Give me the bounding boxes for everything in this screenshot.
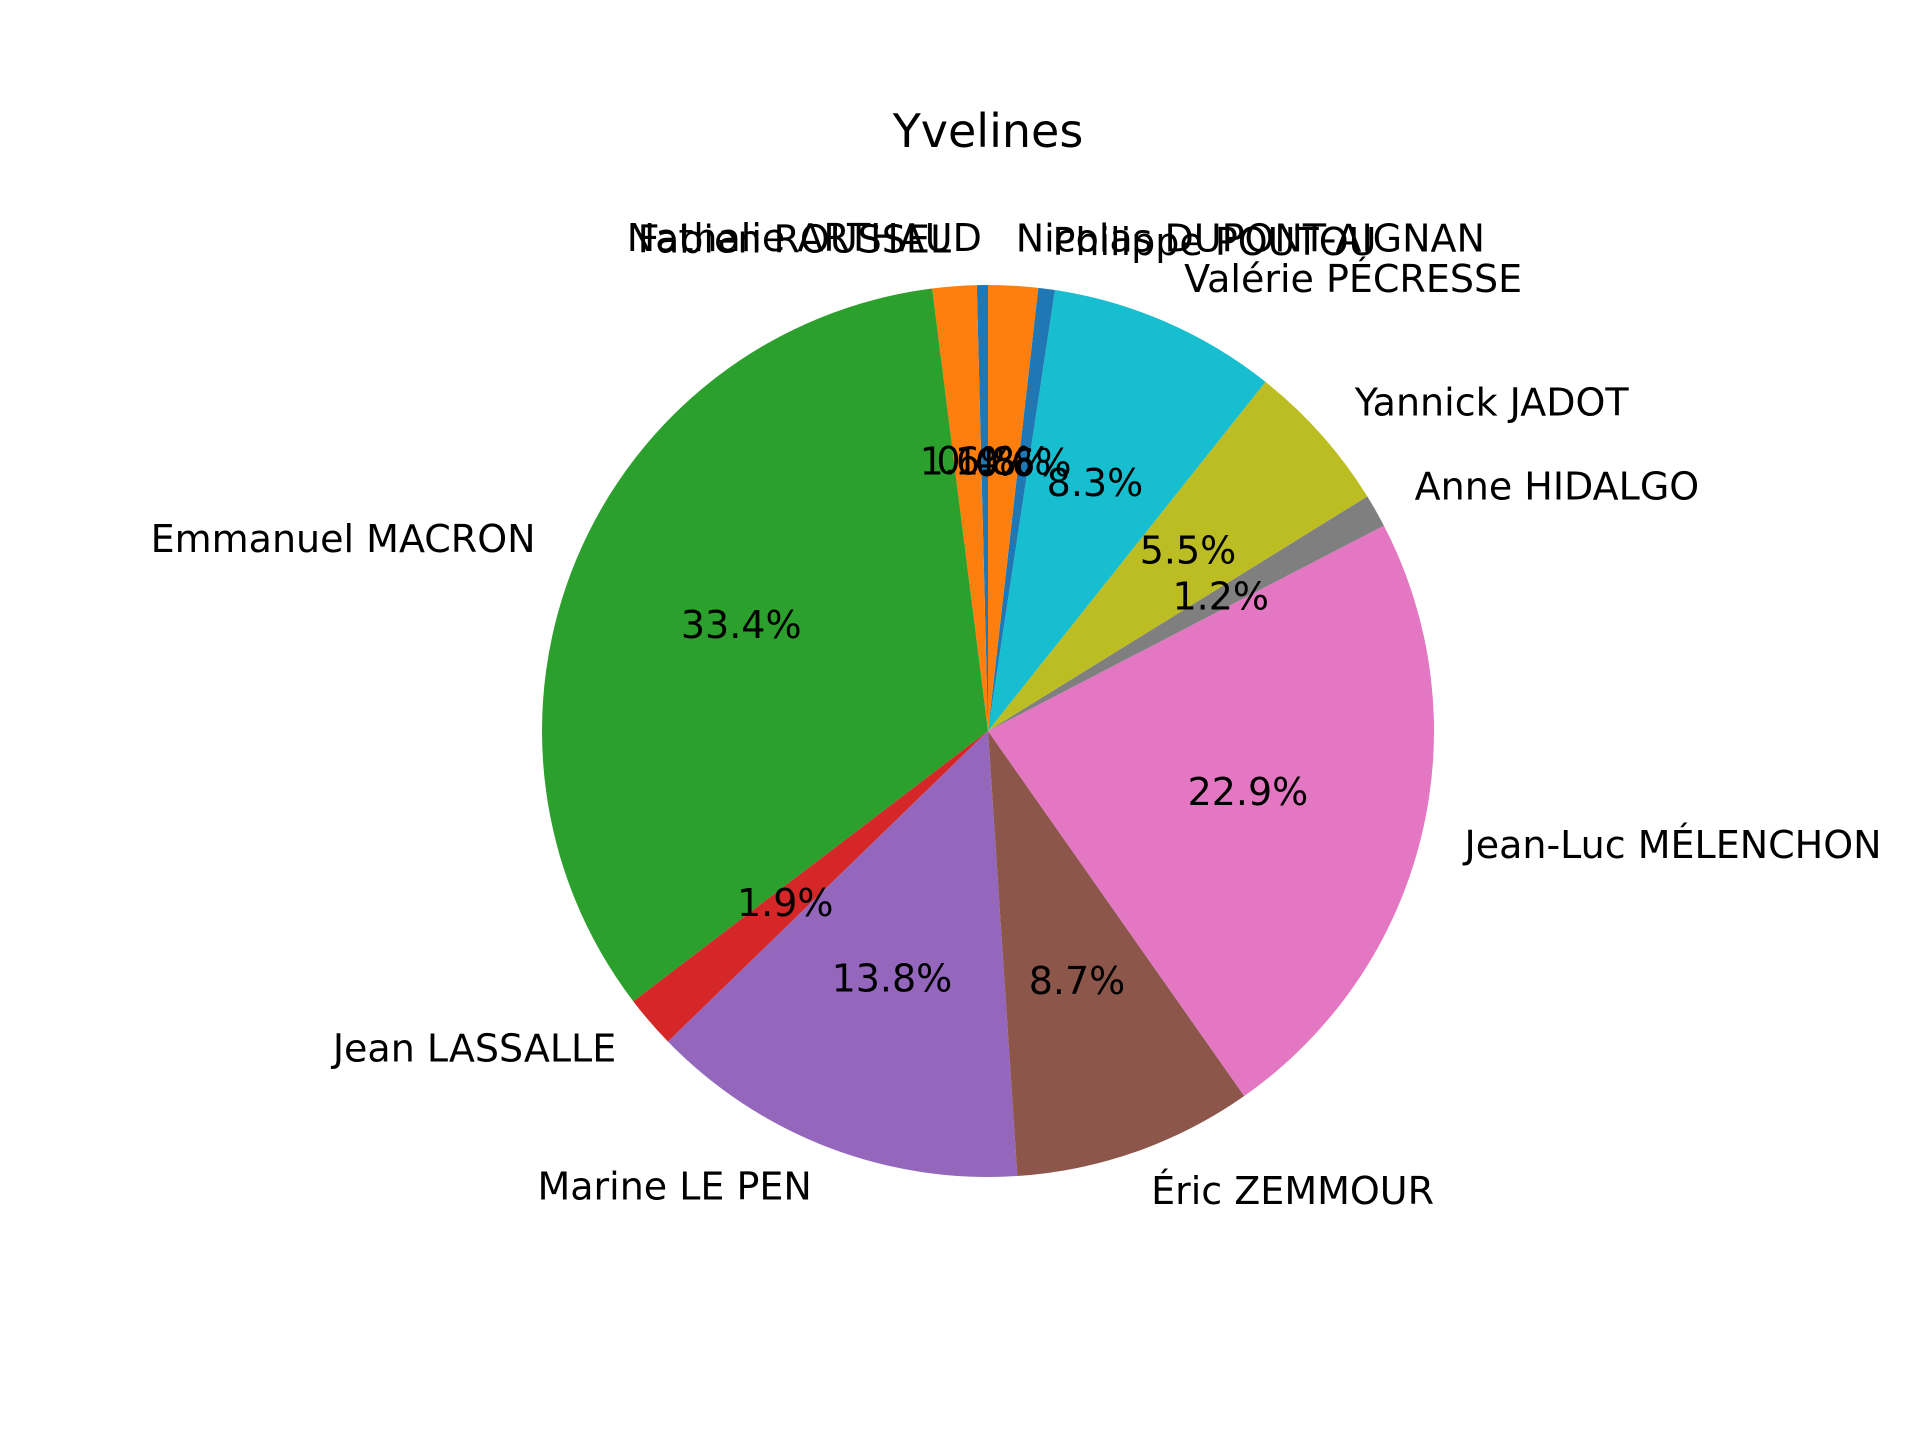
slice-label-nicolas-dupont-aignan: Nicolas DUPONT-AIGNAN — [1016, 217, 1485, 261]
slice-percent-emmanuel-macron: 33.4% — [681, 603, 802, 647]
pie-slice-valerie-pecresse — [988, 290, 1266, 731]
slice-label-valerie-pecresse: Valérie PÉCRESSE — [1184, 257, 1522, 301]
slice-percent-anne-hidalgo: 1.2% — [1172, 574, 1269, 618]
slice-label-emmanuel-macron: Emmanuel MACRON — [151, 517, 536, 561]
pie-slice-nathalie-arthaud — [976, 285, 988, 731]
pie-slice-nicolas-dupont-aignan — [988, 285, 1039, 731]
slice-percent-marine-le-pen: 13.8% — [832, 956, 953, 1000]
slice-label-yannick-jadot: Yannick JADOT — [1354, 381, 1630, 425]
slice-label-jean-lassalle: Jean LASSALLE — [331, 1027, 616, 1071]
slice-label-anne-hidalgo: Anne HIDALGO — [1415, 464, 1700, 508]
pie-slice-fabien-roussel — [932, 285, 988, 731]
slice-percent-philippe-poutou: 0.6% — [975, 441, 1072, 485]
slice-percent-nicolas-dupont-aignan: 1.8% — [955, 439, 1052, 483]
slice-percent-jean-lassalle: 1.9% — [737, 881, 834, 925]
pie-slices — [542, 285, 1434, 1177]
slice-label-nathalie-arthaud: Nathalie ARTHAUD — [627, 216, 982, 260]
pie-slice-marine-le-pen — [667, 731, 1018, 1177]
slice-percent-yannick-jadot: 5.5% — [1140, 529, 1237, 573]
slice-percent-fabien-roussel: 1.6% — [920, 440, 1017, 484]
slice-label-philippe-poutou: Philippe POUTOU — [1052, 220, 1376, 264]
slice-percent-valerie-pecresse: 8.3% — [1047, 461, 1144, 505]
slice-percent-nathalie-arthaud: 0.4% — [936, 439, 1033, 483]
pie-slice-emmanuel-macron — [542, 288, 988, 1002]
pie-slice-jean-lassalle — [633, 731, 988, 1042]
slice-percent-eric-zemmour: 8.7% — [1029, 959, 1126, 1003]
slice-label-eric-zemmour: Éric ZEMMOUR — [1151, 1169, 1434, 1213]
slice-label-marine-le-pen: Marine LE PEN — [537, 1164, 811, 1208]
pie-slice-anne-hidalgo — [988, 496, 1384, 731]
slice-percent-jean-luc-melenchon: 22.9% — [1188, 770, 1309, 814]
slice-label-jean-luc-melenchon: Jean-Luc MÉLENCHON — [1463, 823, 1882, 867]
pie-slice-eric-zemmour — [988, 731, 1245, 1177]
pie-percent-labels: 0.4%1.6% 33.4% 1.9% 13.8% 8.7% 22.9% 1.2%5.5% 8… — [681, 439, 1308, 1003]
chart-title: Yvelines — [892, 104, 1084, 158]
slice-label-fabien-roussel: Fabien ROUSSEL — [638, 217, 951, 261]
pie-slice-jean-luc-melenchon — [988, 525, 1434, 1097]
pie-slice-yannick-jadot — [988, 381, 1368, 731]
pie-slice-philippe-poutou — [988, 287, 1055, 731]
